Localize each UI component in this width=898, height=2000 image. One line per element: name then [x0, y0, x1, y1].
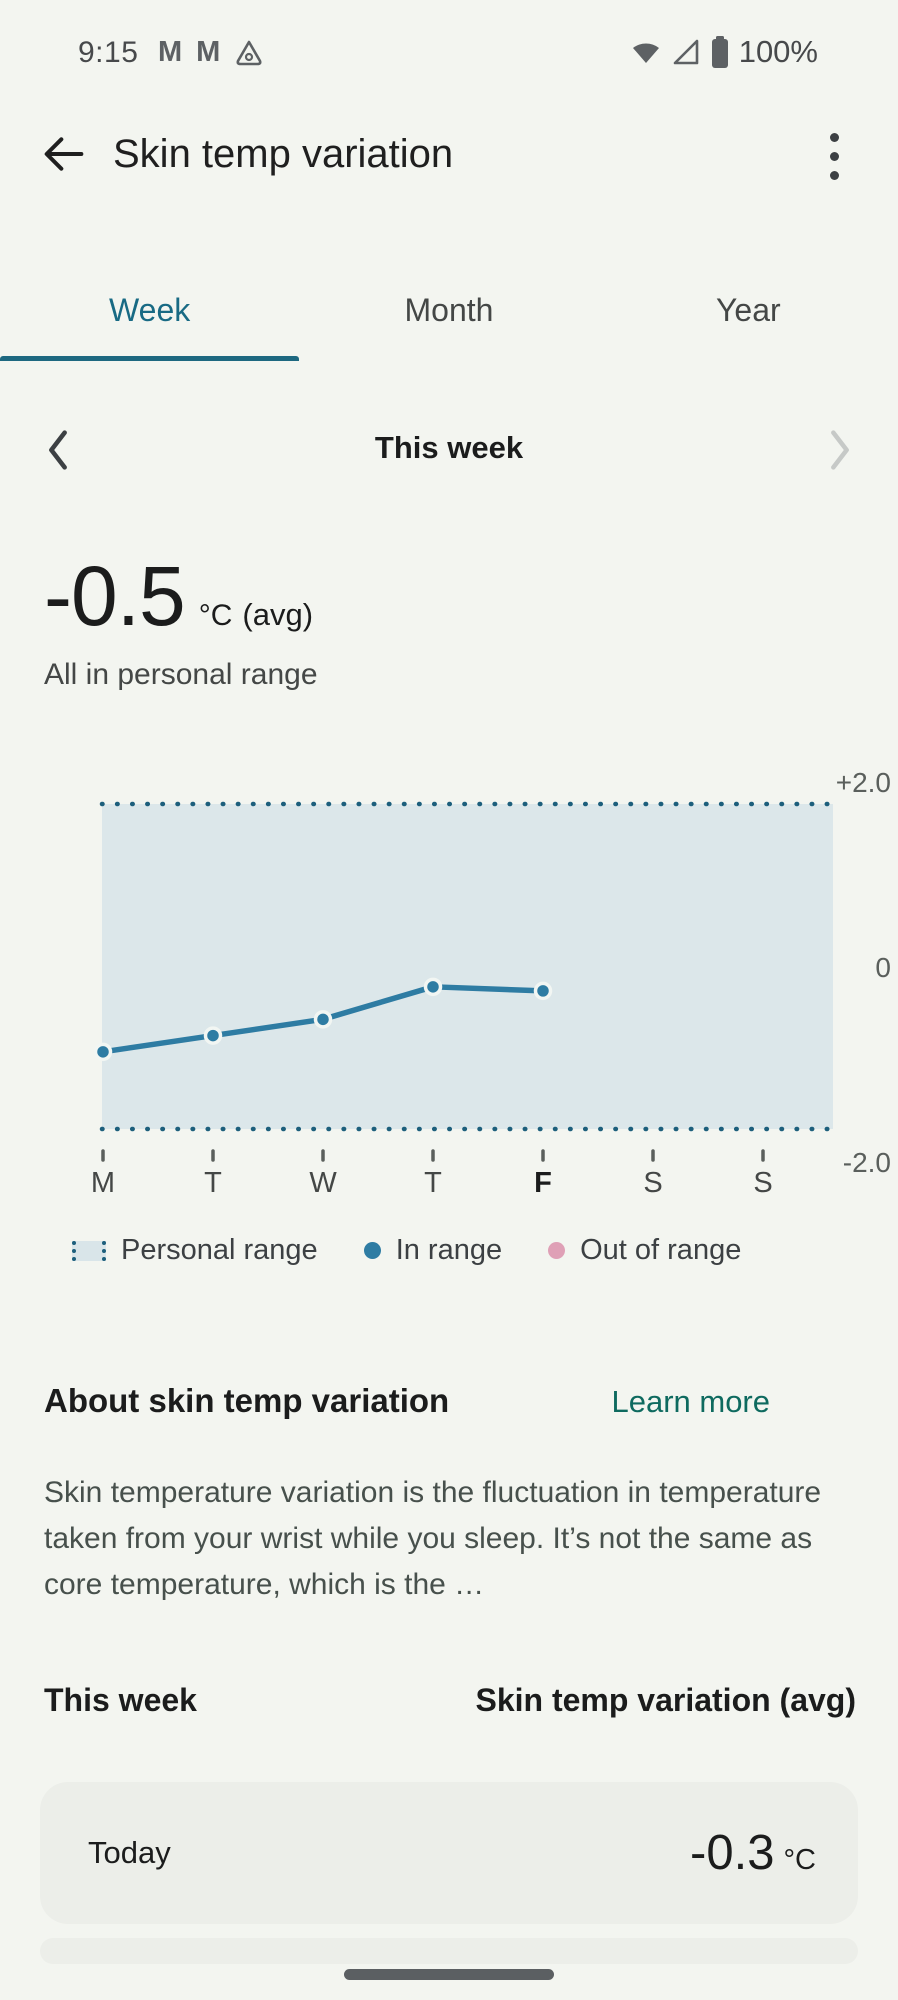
- clock: 9:15: [78, 36, 139, 69]
- about-body-text: Skin temperature variation is the fluctu…: [44, 1476, 822, 1601]
- y-axis-tick-label: 0: [875, 952, 891, 983]
- next-row-partial: [40, 1938, 858, 1964]
- summary-stat: -0.5 °C (avg) All in personal range: [44, 548, 318, 692]
- data-point[interactable]: [313, 1010, 333, 1029]
- y-axis-tick-label: +2.0: [836, 767, 891, 798]
- battery-percent: 100%: [738, 34, 818, 69]
- next-week-chevron-icon[interactable]: [818, 426, 862, 474]
- app-header: Skin temp variation: [0, 118, 898, 198]
- cell-signal-icon: [673, 39, 699, 65]
- skin-temp-week-chart[interactable]: +2.0 0 -2.0 M T W T F S S: [0, 730, 898, 1200]
- tab-year[interactable]: Year: [715, 292, 781, 328]
- day-row-today[interactable]: Today -0.3 °C: [40, 1782, 858, 1924]
- personal-range-swatch-icon: [72, 1240, 106, 1261]
- page-title: Skin temp variation: [113, 132, 454, 176]
- tab-month[interactable]: Month: [404, 292, 494, 328]
- app-badge-notification-icon: [236, 40, 262, 65]
- tab-week[interactable]: Week: [109, 292, 191, 328]
- x-axis-day-label: S: [643, 1167, 662, 1199]
- x-axis-day-label: T: [424, 1167, 442, 1199]
- average-value: -0.5: [44, 549, 186, 643]
- average-qualifier: (avg): [242, 597, 314, 632]
- personal-range-band: [102, 804, 833, 1129]
- legend-out-of-range: Out of range: [548, 1234, 741, 1267]
- list-header-metric: Skin temp variation (avg): [475, 1682, 856, 1718]
- data-point[interactable]: [203, 1026, 223, 1045]
- battery-icon: [711, 36, 728, 68]
- range-status-text: All in personal range: [44, 658, 318, 691]
- period-label: This week: [374, 430, 524, 465]
- row-value: -0.3: [690, 1826, 775, 1880]
- row-unit: °C: [783, 1844, 816, 1876]
- row-label: Today: [88, 1835, 171, 1870]
- y-axis-tick-label: -2.0: [843, 1147, 891, 1178]
- list-header-period: This week: [44, 1682, 197, 1718]
- x-axis-day-label: M: [91, 1167, 115, 1199]
- data-point[interactable]: [533, 981, 553, 1001]
- overflow-menu-icon[interactable]: [810, 128, 858, 184]
- learn-more-link[interactable]: Learn more: [611, 1384, 770, 1419]
- period-tabs: Week Month Year: [0, 252, 898, 364]
- about-heading: About skin temp variation: [44, 1382, 450, 1419]
- gmail-notification-icon: M: [196, 36, 221, 68]
- in-range-dot-icon: [363, 1242, 381, 1259]
- gesture-navigation-bar[interactable]: [344, 1969, 554, 1980]
- previous-week-chevron-icon[interactable]: [36, 426, 80, 474]
- x-axis-day-label: W: [309, 1167, 337, 1199]
- week-navigator: This week: [0, 412, 898, 488]
- x-axis-day-label: F: [534, 1167, 552, 1199]
- data-point[interactable]: [423, 977, 443, 997]
- x-axis-day-label: T: [204, 1167, 222, 1199]
- wifi-icon: [632, 43, 659, 63]
- legend-in-range: In range: [363, 1234, 502, 1267]
- data-point[interactable]: [93, 1042, 113, 1062]
- average-unit: °C: [198, 599, 233, 632]
- back-arrow-icon[interactable]: [40, 130, 88, 178]
- legend-personal-range: Personal range: [72, 1234, 318, 1267]
- x-axis-day-label: S: [753, 1167, 772, 1199]
- gmail-notification-icon: M: [158, 36, 183, 68]
- active-tab-indicator: [0, 356, 299, 361]
- status-bar: 9:15 M M 100%: [0, 30, 898, 82]
- out-of-range-dot-icon: [548, 1242, 566, 1259]
- chart-legend: Personal range In range Out of range: [72, 1234, 741, 1267]
